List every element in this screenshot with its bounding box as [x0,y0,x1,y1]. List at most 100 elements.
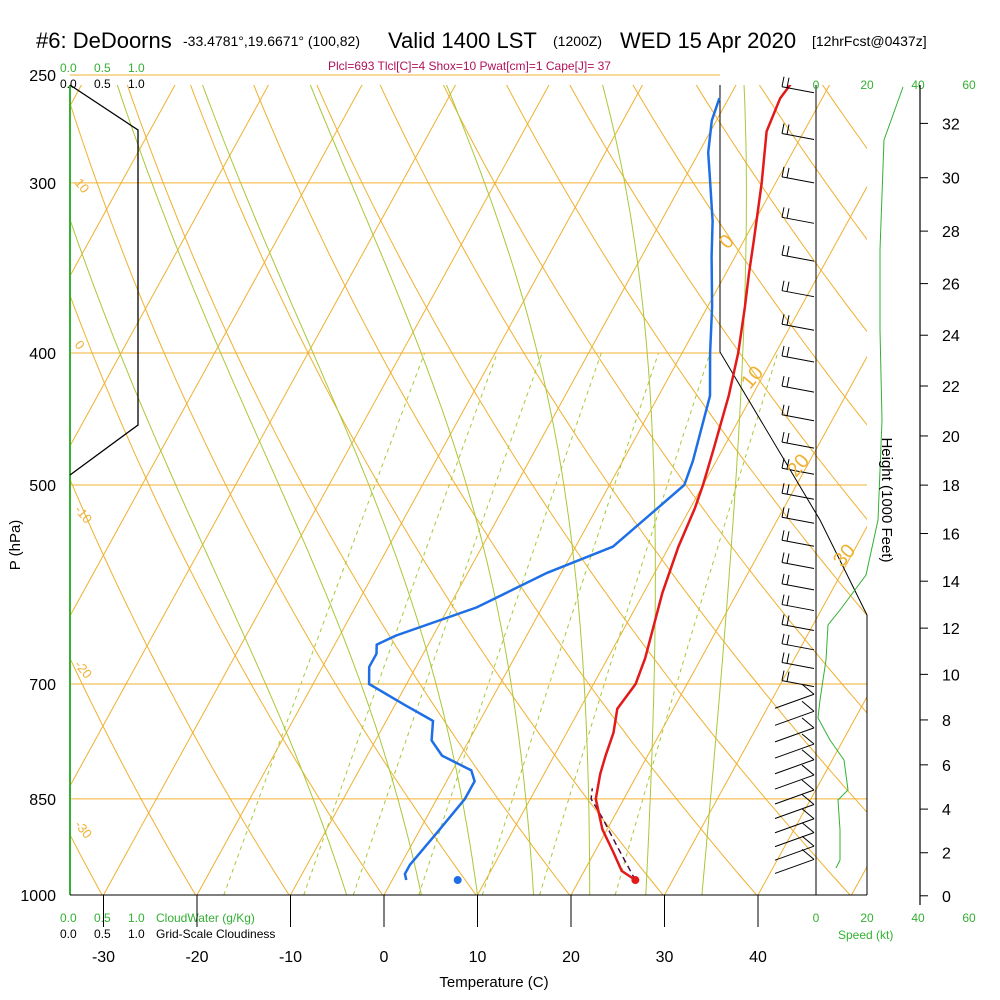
pressure-tick-850: 850 [29,792,56,809]
pressure-tick-1000: 1000 [20,888,56,905]
wind-barb [781,614,815,632]
dry-adiabat-label: -20 [72,657,96,681]
wind-barb [781,431,815,449]
temperature-axis: -30 -20 -10 0 10 20 30 40 [70,894,867,966]
isobar-lines [70,74,867,896]
forecast-info: [12hrFcst@0437z] [812,33,927,49]
pressure-tick-500: 500 [29,478,56,495]
cloudiness-profile [69,84,139,476]
wind-barb [781,207,815,224]
height-tick-24: 24 [942,328,960,345]
wind-speed-label: Speed (kt) [838,928,893,942]
wind-barb [774,749,815,775]
wind-barb [774,700,815,726]
isotherm-label: 30 [829,540,860,571]
pressure-axis: 250 300 400 500 700 850 1000 [20,68,56,905]
wind-speed-tick: 60 [962,78,976,92]
height-tick-28: 28 [942,224,960,241]
cloudiness-scale-0: 0.0 [60,77,77,91]
moist-adiabat [309,85,535,895]
wind-barb [774,683,815,709]
wind-speed-tick: 0 [813,911,820,925]
mixing-ratio-label: 5 [409,904,425,920]
cloudiness-scale-bottom-0: 0.0 [60,927,77,941]
height-axis-label: Height (1000 Feet) [878,437,895,562]
cloud-water-scale-bottom-2: 1.0 [128,911,145,925]
dry-adiabat [70,101,477,895]
height-tick-4: 4 [942,802,951,819]
moist-adiabat [70,218,348,895]
mixing-ratio-label: 20 [605,899,626,920]
wind-barb [774,835,815,861]
wind-barb [774,733,815,759]
dry-adiabat [695,85,867,333]
wind-barb [781,166,815,184]
mixing-ratio-12 [539,352,711,895]
mixing-ratio-2 [303,352,498,895]
dry-adiabat [442,85,867,714]
height-tick-20: 20 [942,429,960,446]
cloud-water-scale-bottom-1: 0.5 [94,911,111,925]
height-tick-14: 14 [942,574,960,591]
surface-temp-dot [631,876,640,885]
wind-barb [781,314,815,331]
temp-tick-label: -10 [279,949,302,966]
wind-speed-tick: 20 [860,78,874,92]
mixing-ratio-label: 8 [473,904,489,920]
station-title: #6: DeDoorns [36,28,172,53]
isotherm--60 [70,85,270,447]
isotherm--70 [70,85,176,277]
dry-adiabat [0,75,9,895]
dry-adiabat-label: -30 [72,817,96,841]
wind-barb [781,552,815,569]
dry-adiabat [879,75,1000,895]
isotherm-30 [664,525,867,895]
temp-tick-label: 10 [469,949,487,966]
pressure-tick-700: 700 [29,677,56,694]
dry-adiabat-label: 10 [72,175,93,196]
cloud-water-scale-2: 1.0 [128,61,145,75]
pressure-tick-400: 400 [29,346,56,363]
temp-tick-label: -20 [185,949,208,966]
cloud-water-scale-0: 0.0 [60,61,77,75]
cloud-water-label: CloudWater (g/Kg) [156,911,255,925]
temp-tick-label: 0 [380,949,389,966]
wind-barb [781,375,815,393]
wind-barb [774,794,815,820]
cloud-panel: 0.0 0.5 1.0 0.0 0.5 1.0 0.0 0.5 1.0 Clou… [60,61,275,941]
wind-speed-tick: 0 [813,78,820,92]
pressure-tick-300: 300 [29,176,56,193]
height-tick-18: 18 [942,478,960,495]
mixing-ratio-1 [223,352,426,895]
mixing-ratio-lines: 1 2 3 5 8 12 20 [223,352,779,920]
mixing-ratio-3 [352,352,543,895]
temp-tick-label: -30 [92,949,115,966]
y-axis-label: P (hPa) [7,520,24,571]
mixing-ratio-label: 12 [530,899,551,920]
dry-adiabat [70,657,197,895]
height-tick-0: 0 [942,889,951,906]
dry-adiabat [253,85,757,895]
wind-barb [774,822,815,848]
dry-adiabat-label: 0 [72,337,88,352]
mixing-ratio-5 [418,352,602,895]
height-tick-2: 2 [942,846,951,863]
cloud-water-scale-1: 0.5 [94,61,111,75]
dry-adiabat [126,85,570,895]
wind-barb [781,404,815,422]
dry-adiabat [316,85,851,895]
wind-barb [774,849,815,874]
cloudiness-scale-bottom-2: 1.0 [128,927,145,941]
height-tick-6: 6 [942,758,951,775]
height-tick-26: 26 [942,277,960,294]
mixing-ratio-8 [481,352,659,895]
cloudiness-scale-bottom-1: 0.5 [94,927,111,941]
cloud-water-scale-bottom-0: 0.0 [60,911,77,925]
dewpoint-line [367,97,721,881]
dry-adiabat [506,85,867,617]
isotherm-label: 20 [783,450,814,481]
height-tick-8: 8 [942,713,951,730]
mixing-ratio-label: 2 [294,904,310,920]
